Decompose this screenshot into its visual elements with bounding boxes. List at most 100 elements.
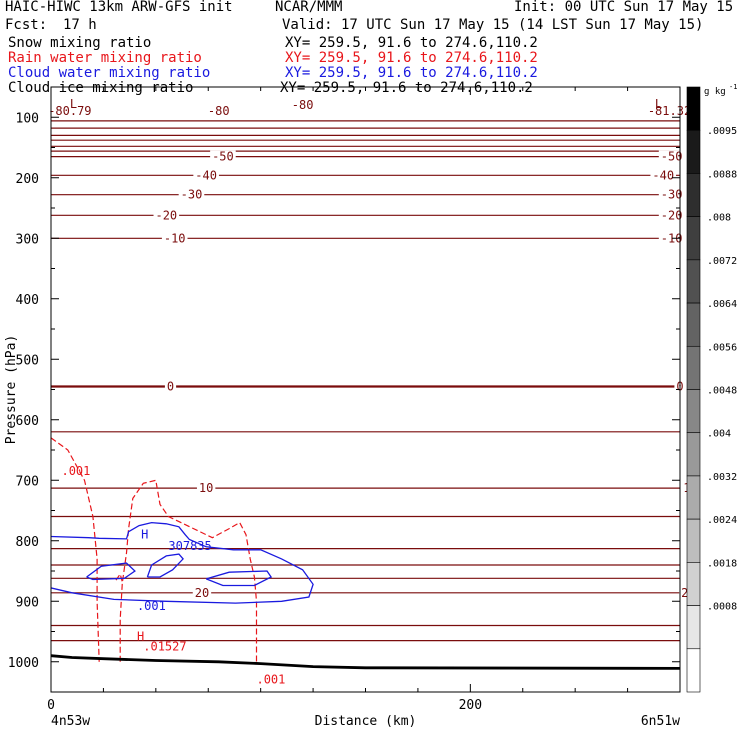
colorbar-swatch bbox=[686, 173, 701, 217]
label-mask bbox=[658, 209, 685, 222]
field-name-cloud-ice: Cloud ice mixing ratio bbox=[8, 80, 194, 96]
temperature-label: -40 bbox=[652, 168, 674, 182]
x-tick-label: 0 bbox=[47, 698, 55, 713]
cloud-water-contour bbox=[205, 570, 273, 587]
label-mask bbox=[164, 380, 177, 393]
colorbar-swatch bbox=[686, 432, 701, 477]
rain-contour bbox=[119, 479, 258, 662]
colorbar-tick-label: .0072 bbox=[707, 256, 737, 267]
y-tick-label: 200 bbox=[16, 172, 39, 187]
colorbar-swatch bbox=[686, 518, 701, 563]
colorbar-swatch bbox=[686, 605, 701, 650]
x-axis-label: Distance (km) bbox=[315, 714, 417, 729]
y-tick-label: 800 bbox=[16, 535, 39, 550]
colorbar-tick-label: .0095 bbox=[707, 126, 737, 137]
colorbar-tick-label: .0056 bbox=[707, 342, 737, 353]
colorbar-swatch bbox=[686, 86, 701, 131]
temperature-label: 10 bbox=[199, 481, 213, 495]
extremum-label: 307835 bbox=[168, 539, 211, 553]
label-mask bbox=[193, 169, 219, 182]
temperature-label: -10 bbox=[164, 231, 186, 245]
y-axis-label: Pressure (hPa) bbox=[4, 335, 19, 445]
terrain-surface bbox=[50, 654, 681, 670]
field-xy-snow: XY= 259.5, 91.6 to 274.6,110.2 bbox=[285, 35, 538, 51]
label-mask bbox=[192, 586, 212, 599]
colorbar-tick-label: .0008 bbox=[707, 602, 737, 613]
colorbar-tick-label: .0032 bbox=[707, 472, 737, 483]
colorbar-swatch bbox=[686, 345, 701, 390]
contour-labels: -80.79 -80 -80 -81.32-50 -50-40 -40-30 -30-20-… bbox=[46, 97, 700, 686]
y-tick-label: 1000 bbox=[8, 656, 39, 671]
colorbar-swatch bbox=[686, 648, 701, 693]
colorbar-swatch bbox=[686, 562, 701, 606]
temperature-label: 0 bbox=[167, 379, 174, 393]
rain-contour bbox=[51, 437, 100, 662]
y-tick-label: 900 bbox=[16, 595, 39, 610]
temperature-label: -80.79 bbox=[48, 104, 91, 118]
label-mask bbox=[205, 105, 232, 118]
temperature-label: -40 bbox=[195, 168, 217, 182]
label-mask bbox=[658, 232, 685, 245]
temperature-label: -20 bbox=[155, 208, 177, 222]
forecast-hour: 17 h bbox=[63, 17, 97, 33]
extremum-label: .001 bbox=[256, 672, 285, 686]
org-label: NCAR/MMM bbox=[275, 0, 343, 15]
colorbar-tick-label: .0088 bbox=[707, 169, 737, 180]
label-mask bbox=[153, 209, 180, 222]
init-time: Init: 00 UTC Sun 17 May 15 bbox=[514, 0, 734, 15]
x-tick-label: 200 bbox=[459, 698, 482, 713]
y-tick-label: 100 bbox=[16, 111, 39, 126]
cloud-water-contour bbox=[146, 553, 184, 578]
terrain-line bbox=[50, 654, 681, 670]
colorbar-tick-label: .0048 bbox=[707, 386, 737, 397]
cloud-water-contours bbox=[51, 521, 314, 604]
label-mask bbox=[289, 99, 316, 112]
valid-time: Valid: 17 UTC Sun 17 May 15 (14 LST Sun … bbox=[282, 17, 704, 33]
label-mask bbox=[161, 232, 188, 245]
cloud-water-contour bbox=[51, 521, 314, 604]
y-tick-label: 600 bbox=[16, 414, 39, 429]
cloud-water-contour bbox=[86, 562, 136, 581]
label-mask bbox=[645, 105, 694, 118]
y-tick-label: 400 bbox=[16, 293, 39, 308]
field-name-rain: Rain water mixing ratio bbox=[8, 50, 202, 66]
label-mask bbox=[650, 169, 677, 182]
colorbar-unit: g kg bbox=[704, 87, 726, 97]
extremum-label: L bbox=[655, 97, 662, 111]
x-endpoint-left: 4n53w bbox=[51, 714, 90, 729]
forecast-label: Fcst: bbox=[5, 17, 48, 33]
label-mask bbox=[210, 150, 236, 163]
extremum-label: L bbox=[70, 97, 77, 111]
y-tick-label: 300 bbox=[16, 232, 39, 247]
x-endpoint-right: 6n51w bbox=[641, 714, 680, 729]
extremum-label: H bbox=[141, 528, 148, 542]
label-mask bbox=[658, 188, 685, 201]
model-title: HAIC-HIWC 13km ARW-GFS init bbox=[5, 0, 233, 15]
colorbar-tick-label: .008 bbox=[707, 213, 731, 224]
extremum-label: H bbox=[137, 629, 144, 643]
colorbar-swatch bbox=[686, 475, 701, 520]
temperature-contours bbox=[51, 120, 680, 642]
colorbar-swatch bbox=[686, 259, 701, 304]
extremum-label: .001 bbox=[137, 599, 166, 613]
colorbar-swatch bbox=[686, 129, 701, 174]
extremum-label: .01527 bbox=[143, 640, 186, 654]
field-name-cloud-water: Cloud water mixing ratio bbox=[8, 65, 211, 81]
label-mask bbox=[658, 150, 685, 163]
temperature-label: -50 bbox=[212, 150, 234, 164]
colorbar-swatch bbox=[686, 389, 701, 434]
colorbar-unit-exponent: -1 bbox=[729, 83, 737, 91]
colorbar-tick-label: .0024 bbox=[707, 515, 737, 526]
colorbar-tick-label: .0064 bbox=[707, 299, 737, 310]
temperature-label: -30 bbox=[181, 188, 203, 202]
label-mask bbox=[178, 188, 205, 201]
y-tick-label: 500 bbox=[16, 353, 39, 368]
y-tick-label: 700 bbox=[16, 474, 39, 489]
extremum-label: .001 bbox=[61, 464, 90, 478]
field-xy-rain: XY= 259.5, 91.6 to 274.6,110.2 bbox=[285, 50, 538, 66]
label-mask bbox=[46, 105, 94, 118]
field-xy-cloud-ice: XY= 259.5, 91.6 to 274.6,110.2 bbox=[280, 80, 533, 96]
temperature-label: -50 bbox=[661, 150, 683, 164]
